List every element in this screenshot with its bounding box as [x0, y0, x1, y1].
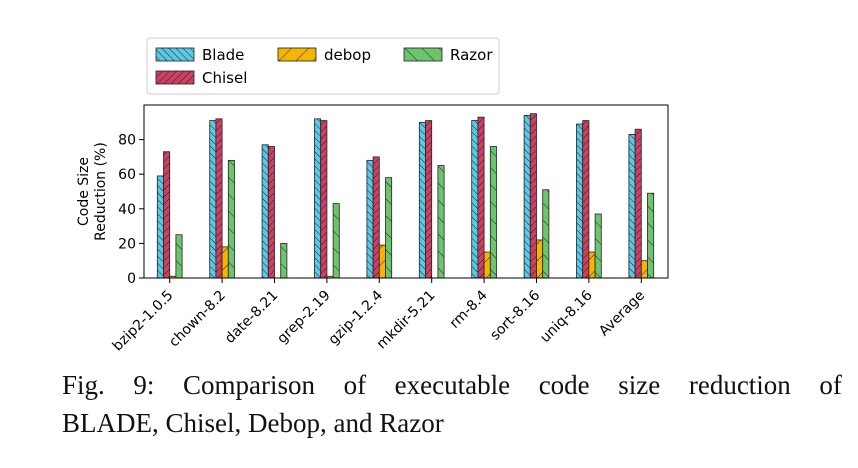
bar-blade-gzip-1.2.4 [366, 159, 374, 279]
bar-blade-chown-8.2 [209, 120, 217, 279]
bar-chisel-bzip2-1.0.5 [163, 151, 171, 279]
legend-label: Chisel [202, 69, 247, 87]
x-axis: bzip2-1.0.5chown-8.2date-8.21grep-2.19gz… [110, 278, 648, 354]
x-tick-label: grep-2.19 [274, 288, 333, 347]
caption-blade: BLADE [62, 408, 152, 438]
y-label-line: Code Size [76, 157, 92, 226]
y-tick-label: 80 [118, 133, 136, 149]
bar-razor-uniq-8.16 [594, 213, 602, 279]
bar-debop-Average [640, 260, 648, 279]
bar-blade-date-8.21 [261, 144, 269, 279]
y-axis-label: Code SizeReduction (%) [76, 142, 109, 241]
legend-item-razor: Razor [403, 46, 493, 64]
y-tick-label: 20 [118, 236, 136, 252]
caption-word: Comparison [182, 370, 315, 400]
bar-blade-sort-8.16 [523, 114, 531, 279]
bar-razor-rm-8.4 [489, 146, 497, 279]
bar-razor-date-8.21 [280, 242, 288, 279]
caption-line-2: BLADE, Chisel, Debop, and Razor [62, 404, 842, 442]
caption-word: reduction [688, 370, 791, 400]
y-label-line: Reduction (%) [93, 142, 109, 241]
bar-debop-gzip-1.2.4 [378, 244, 386, 279]
bar-debop-rm-8.4 [483, 251, 491, 279]
x-tick-label: chown-8.2 [166, 288, 229, 351]
x-tick-label: uniq-8.16 [537, 287, 596, 346]
caption-word: of [343, 370, 367, 400]
figure-caption: Fig. 9: Comparison of executable code size redu… [62, 366, 842, 442]
x-tick-label: date-8.21 [222, 288, 281, 347]
y-axis: 0 20 40 60 80 [118, 133, 144, 287]
bar-debop-uniq-8.16 [588, 251, 596, 279]
x-tick-label: rm-8.4 [447, 287, 491, 331]
legend-item-debop: debop [277, 46, 371, 64]
bar-razor-grep-2.19 [332, 203, 340, 279]
caption-word: of [819, 370, 842, 400]
bar-chisel-chown-8.2 [215, 118, 223, 279]
bar-blade-uniq-8.16 [576, 123, 584, 279]
bar-blade-rm-8.4 [471, 120, 479, 279]
caption-line-1: Fig. 9: Comparison of executable code size redu… [62, 366, 842, 404]
caption-word: Fig. [62, 370, 105, 400]
bar-razor-Average [647, 192, 655, 279]
y-tick-label: 40 [118, 202, 136, 218]
bar-chisel-date-8.21 [267, 146, 275, 279]
plot-frame [143, 104, 669, 279]
bar-chisel-uniq-8.16 [582, 120, 590, 279]
y-label-text: Code SizeReduction (%) [76, 142, 109, 241]
bar-chisel-grep-2.19 [320, 120, 328, 279]
bars [156, 113, 655, 279]
chart: Blade Chisel debop Razor 0 20 40 60 80 bzip2-1.… [76, 37, 669, 354]
bar-chisel-gzip-1.2.4 [372, 156, 380, 279]
bar-blade-Average [628, 134, 636, 279]
bar-chisel-Average [634, 128, 642, 279]
bar-razor-bzip2-1.0.5 [175, 234, 183, 279]
bar-blade-grep-2.19 [314, 118, 322, 279]
bar-chisel-rm-8.4 [477, 116, 485, 279]
bar-debop-chown-8.2 [221, 246, 229, 279]
legend-label: debop [324, 46, 371, 64]
caption-rest: , Chisel, Debop, and Razor [152, 408, 444, 438]
y-tick-label: 0 [127, 271, 136, 287]
caption-word: code [538, 370, 590, 400]
legend: Blade Chisel debop Razor [146, 37, 500, 95]
bar-razor-chown-8.2 [227, 159, 235, 279]
legend-item-blade: Blade [155, 46, 244, 64]
caption-word: 9: [133, 370, 155, 400]
bar-chisel-mkdir-5.21 [425, 120, 433, 279]
bar-razor-sort-8.16 [542, 189, 550, 279]
bar-razor-mkdir-5.21 [437, 165, 445, 279]
x-tick-label: bzip2-1.0.5 [110, 288, 177, 355]
legend-item-chisel: Chisel [155, 69, 247, 87]
legend-box [146, 37, 500, 95]
bar-razor-gzip-1.2.4 [385, 177, 393, 279]
legend-label: Blade [202, 46, 244, 64]
bar-blade-mkdir-5.21 [418, 121, 426, 279]
x-tick-label: sort-8.16 [487, 287, 543, 343]
bar-debop-sort-8.16 [536, 239, 544, 279]
x-tick-label: Average [596, 288, 648, 340]
bar-blade-bzip2-1.0.5 [156, 175, 164, 279]
caption-word: size [618, 370, 661, 400]
y-tick-label: 60 [118, 167, 136, 183]
legend-label: Razor [450, 46, 493, 64]
caption-word: executable [394, 370, 511, 400]
bar-chisel-sort-8.16 [529, 113, 537, 279]
